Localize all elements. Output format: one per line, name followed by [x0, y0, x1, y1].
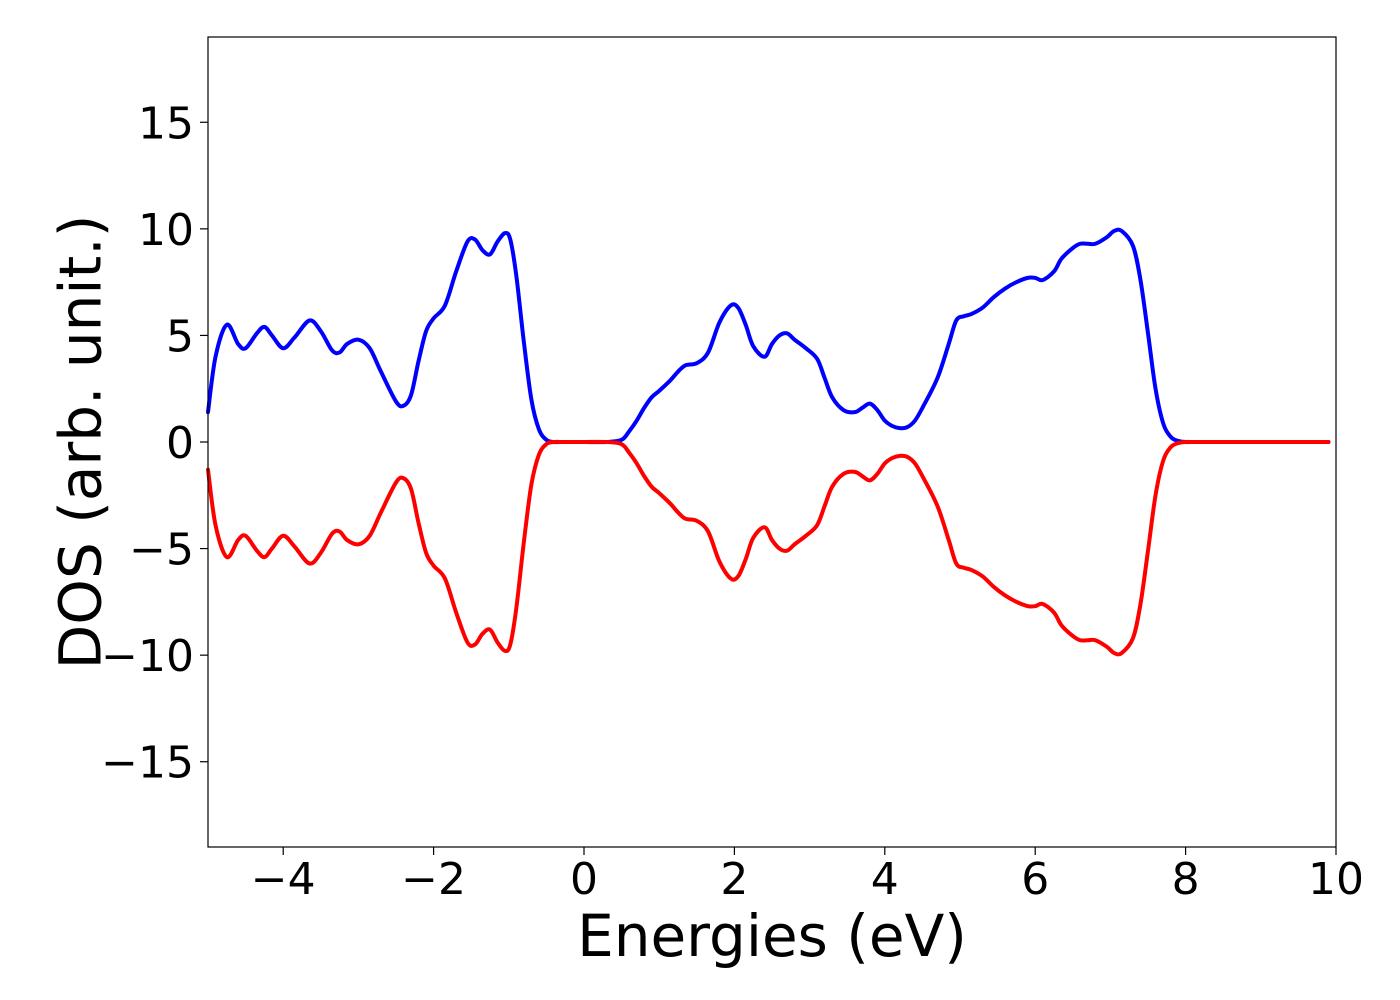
x-tick-label: 10 [1308, 854, 1364, 905]
x-axis: −4 −2 0 2 4 6 8 10 [251, 847, 1364, 905]
x-axis-label: Energies (eV) [577, 902, 967, 970]
x-tick-label: 8 [1172, 854, 1200, 905]
x-tick-label: 6 [1021, 854, 1049, 905]
x-tick-label: 2 [720, 854, 748, 905]
x-tick-label: −2 [401, 854, 466, 905]
y-axis: 15 10 5 0 −5 −10 −15 [101, 98, 208, 789]
x-tick-label: 4 [871, 854, 899, 905]
x-tick-label: 0 [570, 854, 598, 905]
y-tick-label: 15 [138, 98, 194, 149]
y-tick-label: 5 [166, 311, 194, 362]
x-tick-label: −4 [251, 854, 316, 905]
y-tick-label: 10 [138, 205, 194, 256]
series-line-1 [206, 227, 1331, 445]
y-tick-label: 0 [166, 418, 194, 469]
series-layer [206, 227, 1331, 657]
y-tick-label: −5 [129, 525, 194, 576]
series-line-2 [206, 439, 1331, 657]
y-tick-label: −15 [101, 738, 194, 789]
y-tick-label: −10 [101, 631, 194, 682]
y-axis-label: DOS (arb. unit.) [46, 215, 114, 670]
